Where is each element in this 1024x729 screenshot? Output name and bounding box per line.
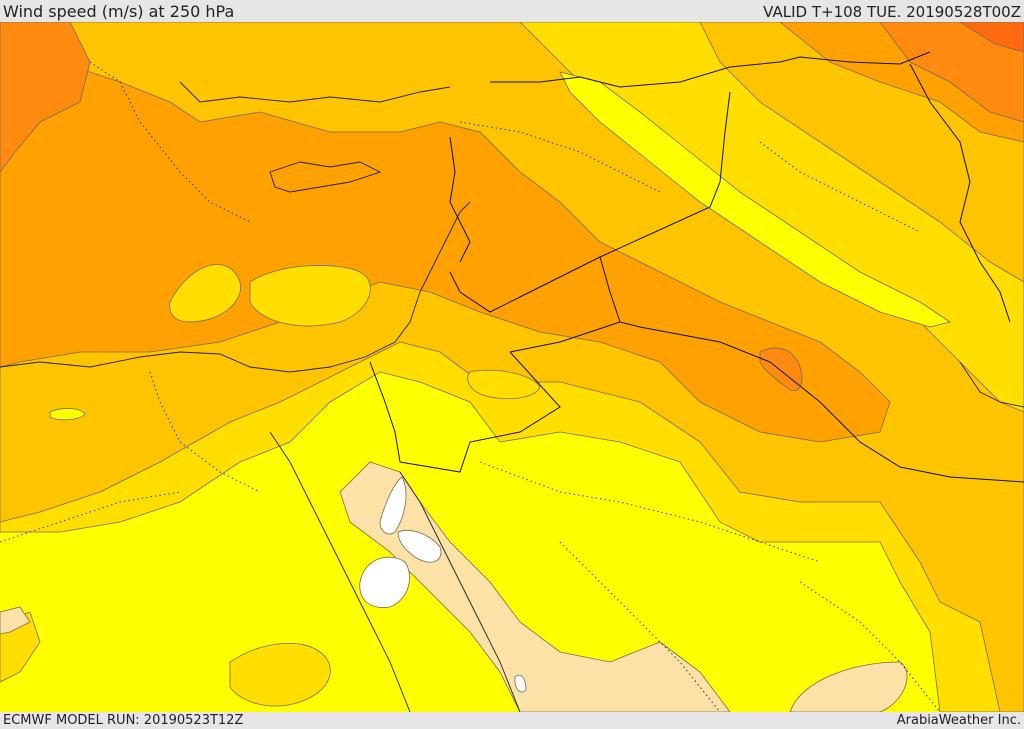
- province-lines-4: [479, 461, 821, 563]
- red-sea-east-coast: [399, 471, 521, 712]
- footer: ECMWF MODEL RUN: 20190523T12Z ArabiaWeat…: [0, 712, 1024, 729]
- band-lightest-south: [789, 661, 908, 712]
- band-dark-orange-ne: [879, 22, 1024, 123]
- province-lines-6: [759, 141, 921, 233]
- province-lines-2: [459, 121, 661, 193]
- turkey-south-coast: [179, 81, 451, 103]
- band-white-spot-2: [379, 476, 407, 535]
- valid-time: VALID T+108 TUE. 20190528T00Z: [763, 3, 1021, 21]
- header: Wind speed (m/s) at 250 hPa VALID T+108 …: [0, 0, 1024, 22]
- band-gold-hole-2: [249, 265, 371, 327]
- border-saudi-north: [509, 321, 621, 353]
- band-yellow-jet: [559, 71, 951, 328]
- cyprus-coast: [269, 161, 382, 193]
- red-sea-west-coast: [269, 431, 411, 712]
- model-run-label: ECMWF MODEL RUN: 20190523T12Z: [3, 713, 244, 728]
- map-canvas: [0, 22, 1024, 712]
- border-lebanon-syria: [449, 136, 471, 263]
- band-gold-hole-3: [467, 369, 541, 400]
- province-lines-5: [559, 541, 721, 712]
- band-yellow-hole-1: [49, 408, 86, 421]
- band-lightest-west: [0, 606, 31, 635]
- band-dark-orange-spot: [759, 347, 803, 392]
- border-jordan-south: [399, 351, 561, 473]
- gulf-coast: [959, 361, 1024, 408]
- border-iran-iraq: [909, 63, 1011, 323]
- band-white-spot-3: [397, 530, 442, 563]
- band-dark-orange-nw: [0, 22, 91, 173]
- border-jordan-saudi: [599, 256, 1024, 483]
- map-title: Wind speed (m/s) at 250 hPa: [3, 2, 235, 21]
- band-gold-hole-1: [169, 264, 242, 323]
- border-syria-iraq: [490, 51, 931, 88]
- credit-label: ArabiaWeather Inc.: [896, 713, 1021, 728]
- province-lines-7: [0, 491, 181, 543]
- band-red-orange-ne: [959, 22, 1024, 53]
- mediterranean-coast: [0, 201, 471, 373]
- province-lines-1: [89, 61, 251, 223]
- band-gold-south-lobe: [229, 642, 331, 707]
- province-lines-8: [799, 581, 941, 712]
- band-white-spot-1: [359, 556, 410, 608]
- wind-speed-map[interactable]: [0, 22, 1024, 712]
- band-white-spot-4: [514, 674, 527, 693]
- border-egypt-israel: [369, 361, 401, 463]
